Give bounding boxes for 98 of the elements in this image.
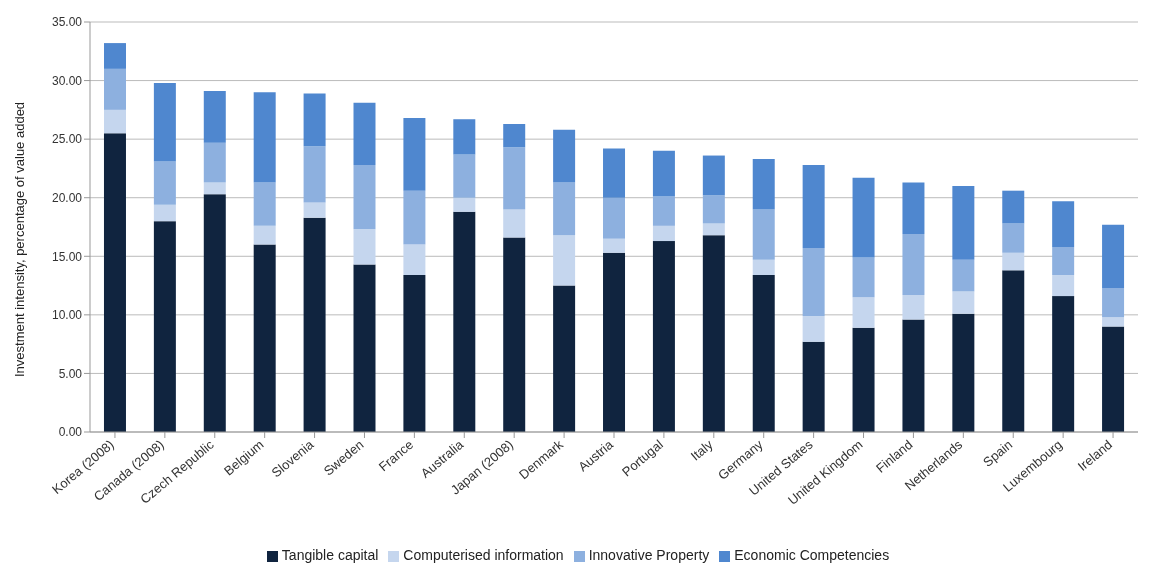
bar bbox=[303, 93, 326, 147]
bar bbox=[702, 155, 725, 196]
bar bbox=[752, 275, 775, 432]
bar bbox=[802, 341, 825, 432]
bar bbox=[353, 229, 376, 265]
legend-label: Economic Competencies bbox=[734, 547, 890, 563]
bar bbox=[103, 68, 126, 110]
legend-label: Tangible capital bbox=[281, 547, 379, 563]
bar bbox=[553, 129, 576, 183]
bar bbox=[453, 197, 476, 212]
y-tick-label: 30.00 bbox=[51, 73, 83, 88]
bar bbox=[303, 217, 326, 432]
legend-label: Computerised information bbox=[403, 547, 564, 563]
bar bbox=[553, 182, 576, 236]
x-tick-label: Italy bbox=[687, 436, 717, 464]
y-axis-title: Investment intensity, percentage of value added bbox=[11, 101, 27, 377]
bar bbox=[453, 119, 476, 155]
legend-label: Innovative Property bbox=[588, 547, 710, 563]
bar bbox=[353, 264, 376, 432]
bar bbox=[702, 235, 725, 432]
y-tick-label: 35.00 bbox=[51, 15, 83, 30]
y-tick-label: 5.00 bbox=[58, 366, 83, 381]
bar bbox=[303, 146, 326, 203]
bar bbox=[902, 294, 925, 320]
bar bbox=[203, 194, 226, 432]
bar bbox=[952, 291, 975, 314]
bar bbox=[253, 182, 276, 226]
bar bbox=[1102, 224, 1125, 288]
bar bbox=[652, 196, 675, 226]
bar bbox=[752, 259, 775, 276]
bar bbox=[652, 225, 675, 242]
bar bbox=[1052, 296, 1075, 432]
bar bbox=[353, 102, 376, 165]
bar bbox=[153, 82, 176, 162]
bar bbox=[702, 195, 725, 224]
bar bbox=[752, 209, 775, 260]
bar bbox=[652, 241, 675, 432]
y-tick-label: 10.00 bbox=[51, 308, 83, 323]
bar bbox=[1002, 252, 1025, 271]
y-tick-label: 0.00 bbox=[58, 425, 83, 440]
bar bbox=[553, 285, 576, 432]
bar bbox=[852, 327, 875, 432]
bar bbox=[553, 235, 576, 286]
bar bbox=[203, 142, 226, 183]
bar bbox=[303, 202, 326, 218]
bar bbox=[952, 259, 975, 292]
bar bbox=[852, 297, 875, 328]
bar bbox=[603, 148, 626, 198]
bar bbox=[852, 257, 875, 298]
bar bbox=[103, 133, 126, 432]
bar bbox=[902, 319, 925, 432]
bar bbox=[453, 154, 476, 198]
bar bbox=[802, 164, 825, 249]
bar bbox=[103, 43, 126, 69]
bar bbox=[802, 316, 825, 342]
bar bbox=[503, 237, 526, 432]
bar bbox=[103, 109, 126, 134]
bar bbox=[1052, 246, 1075, 276]
bar bbox=[1102, 326, 1125, 432]
bar bbox=[1002, 190, 1025, 224]
bar bbox=[902, 182, 925, 235]
bar bbox=[403, 118, 426, 191]
bar bbox=[702, 223, 725, 236]
bar bbox=[1052, 201, 1075, 247]
bar bbox=[1102, 317, 1125, 327]
bar bbox=[503, 209, 526, 238]
bar bbox=[203, 182, 226, 195]
bar bbox=[952, 186, 975, 260]
bar bbox=[153, 204, 176, 222]
bar bbox=[852, 177, 875, 258]
bar bbox=[253, 244, 276, 432]
bar bbox=[203, 91, 226, 143]
bar bbox=[1002, 270, 1025, 432]
bar bbox=[952, 313, 975, 432]
bar bbox=[403, 244, 426, 276]
bar bbox=[503, 123, 526, 148]
bar bbox=[253, 92, 276, 183]
bar bbox=[603, 252, 626, 432]
y-tick-label: 15.00 bbox=[51, 249, 83, 264]
bar bbox=[1102, 287, 1125, 318]
bar bbox=[153, 221, 176, 432]
bar bbox=[353, 164, 376, 230]
bar bbox=[403, 275, 426, 432]
bar bbox=[253, 225, 276, 245]
bar bbox=[603, 238, 626, 253]
bar bbox=[802, 248, 825, 317]
bar bbox=[1002, 223, 1025, 253]
bar bbox=[403, 190, 426, 245]
y-tick-label: 20.00 bbox=[51, 190, 83, 205]
bar bbox=[902, 234, 925, 295]
y-tick-label: 25.00 bbox=[51, 132, 83, 147]
bar bbox=[1052, 275, 1075, 297]
bar bbox=[153, 161, 176, 205]
bar bbox=[603, 197, 626, 239]
bar bbox=[752, 159, 775, 210]
bar bbox=[453, 211, 476, 432]
bar bbox=[503, 147, 526, 210]
bar bbox=[652, 150, 675, 197]
